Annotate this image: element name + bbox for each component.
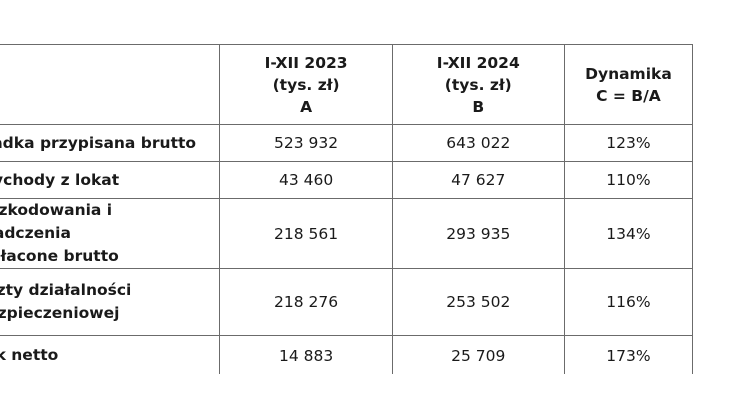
- row-label: Zysk netto: [0, 335, 221, 374]
- header-c-title: Dynamika: [585, 64, 672, 83]
- cell-value-b: 47 627: [391, 161, 565, 199]
- header-b-unit: (tys. zł): [444, 75, 512, 94]
- header-column-b: I-XII 2024 (tys. zł) B: [391, 44, 565, 125]
- cell-value-a: 218 561: [219, 198, 393, 269]
- cell-value-b: 25 709: [391, 335, 565, 374]
- table-row: Składka przypisana brutto 523 932 643 02…: [0, 124, 694, 162]
- table-row: Odszkodowania i świadczenia wypłacone br…: [0, 198, 694, 269]
- cell-value-a: 14 883: [219, 335, 393, 374]
- row-label: Odszkodowania i świadczenia wypłacone br…: [0, 198, 221, 269]
- row-label-line: wypłacone brutto: [0, 247, 119, 265]
- financial-table-viewport: I-XII 2023 (tys. zł) A I-XII 2024 (tys. …: [0, 44, 737, 374]
- row-label: Przychody z lokat: [0, 161, 221, 199]
- table-row: Koszty działalności ubezpieczeniowej 218…: [0, 268, 694, 336]
- cell-value-b: 643 022: [391, 124, 565, 162]
- row-label-line: Koszty działalności: [0, 281, 132, 299]
- cell-value-c: 134%: [563, 198, 694, 269]
- header-a-letter: A: [300, 97, 313, 116]
- financial-table: I-XII 2023 (tys. zł) A I-XII 2024 (tys. …: [0, 44, 694, 374]
- header-a-unit: (tys. zł): [272, 75, 340, 94]
- row-label-line: Odszkodowania i świadczenia: [0, 201, 113, 242]
- row-label-line: ubezpieczeniowej: [0, 304, 120, 322]
- row-label: Koszty działalności ubezpieczeniowej: [0, 268, 221, 336]
- cell-value-a: 523 932: [219, 124, 393, 162]
- header-label-column: [0, 44, 221, 125]
- header-b-letter: B: [472, 97, 485, 116]
- header-column-c: Dynamika C = B/A: [563, 44, 694, 125]
- header-c-formula: C = B/A: [596, 86, 661, 105]
- table-row: Zysk netto 14 883 25 709 173%: [0, 335, 694, 374]
- cell-value-c: 110%: [563, 161, 694, 199]
- cell-value-c: 123%: [563, 124, 694, 162]
- cell-value-b: 253 502: [391, 268, 565, 336]
- cell-value-b: 293 935: [391, 198, 565, 269]
- cell-value-a: 218 276: [219, 268, 393, 336]
- cell-value-a: 43 460: [219, 161, 393, 199]
- cell-value-c: 173%: [563, 335, 694, 374]
- header-column-a: I-XII 2023 (tys. zł) A: [219, 44, 393, 125]
- cell-value-c: 116%: [563, 268, 694, 336]
- header-a-period: I-XII 2023: [264, 53, 348, 72]
- header-b-period: I-XII 2024: [436, 53, 520, 72]
- table-header-row: I-XII 2023 (tys. zł) A I-XII 2024 (tys. …: [0, 44, 694, 125]
- row-label: Składka przypisana brutto: [0, 124, 221, 162]
- table-row: Przychody z lokat 43 460 47 627 110%: [0, 161, 694, 199]
